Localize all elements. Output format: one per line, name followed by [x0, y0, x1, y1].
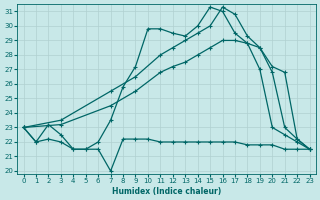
X-axis label: Humidex (Indice chaleur): Humidex (Indice chaleur)	[112, 187, 221, 196]
